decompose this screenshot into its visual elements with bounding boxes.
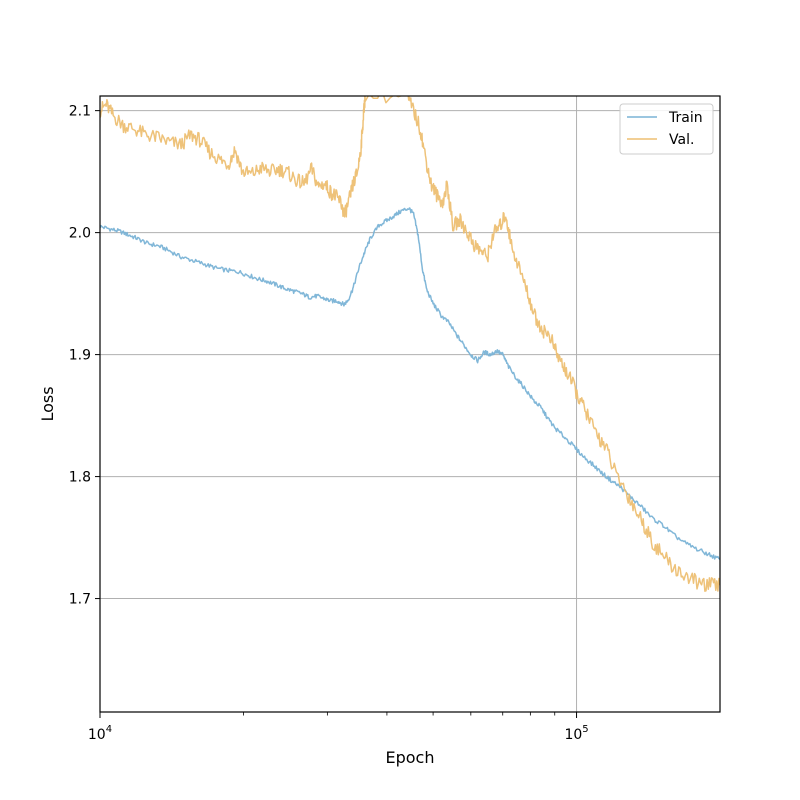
legend: Train Val. (619, 103, 714, 155)
series-line-val (100, 96, 720, 592)
plot-frame (99, 95, 721, 713)
series-line-train (100, 207, 720, 561)
y-tick-label: 1.9 (69, 348, 91, 364)
y-tick-label: 1.7 (69, 592, 91, 608)
legend-label-train: Train (668, 110, 703, 126)
y-tick-label: 2.1 (69, 104, 91, 120)
x-tick-label: 104 (88, 724, 112, 743)
axis-ticks: 1.7 1.8 1.9 2.0 2.1 104 105 (69, 104, 589, 743)
y-axis-label: Loss (38, 386, 57, 421)
y-tick-label: 1.8 (69, 470, 91, 486)
legend-label-val: Val. (669, 132, 694, 148)
x-tick-label: 105 (564, 724, 588, 743)
y-tick-label: 2.0 (69, 226, 91, 242)
x-axis-label: Epoch (386, 748, 435, 767)
series-lines (100, 96, 720, 592)
